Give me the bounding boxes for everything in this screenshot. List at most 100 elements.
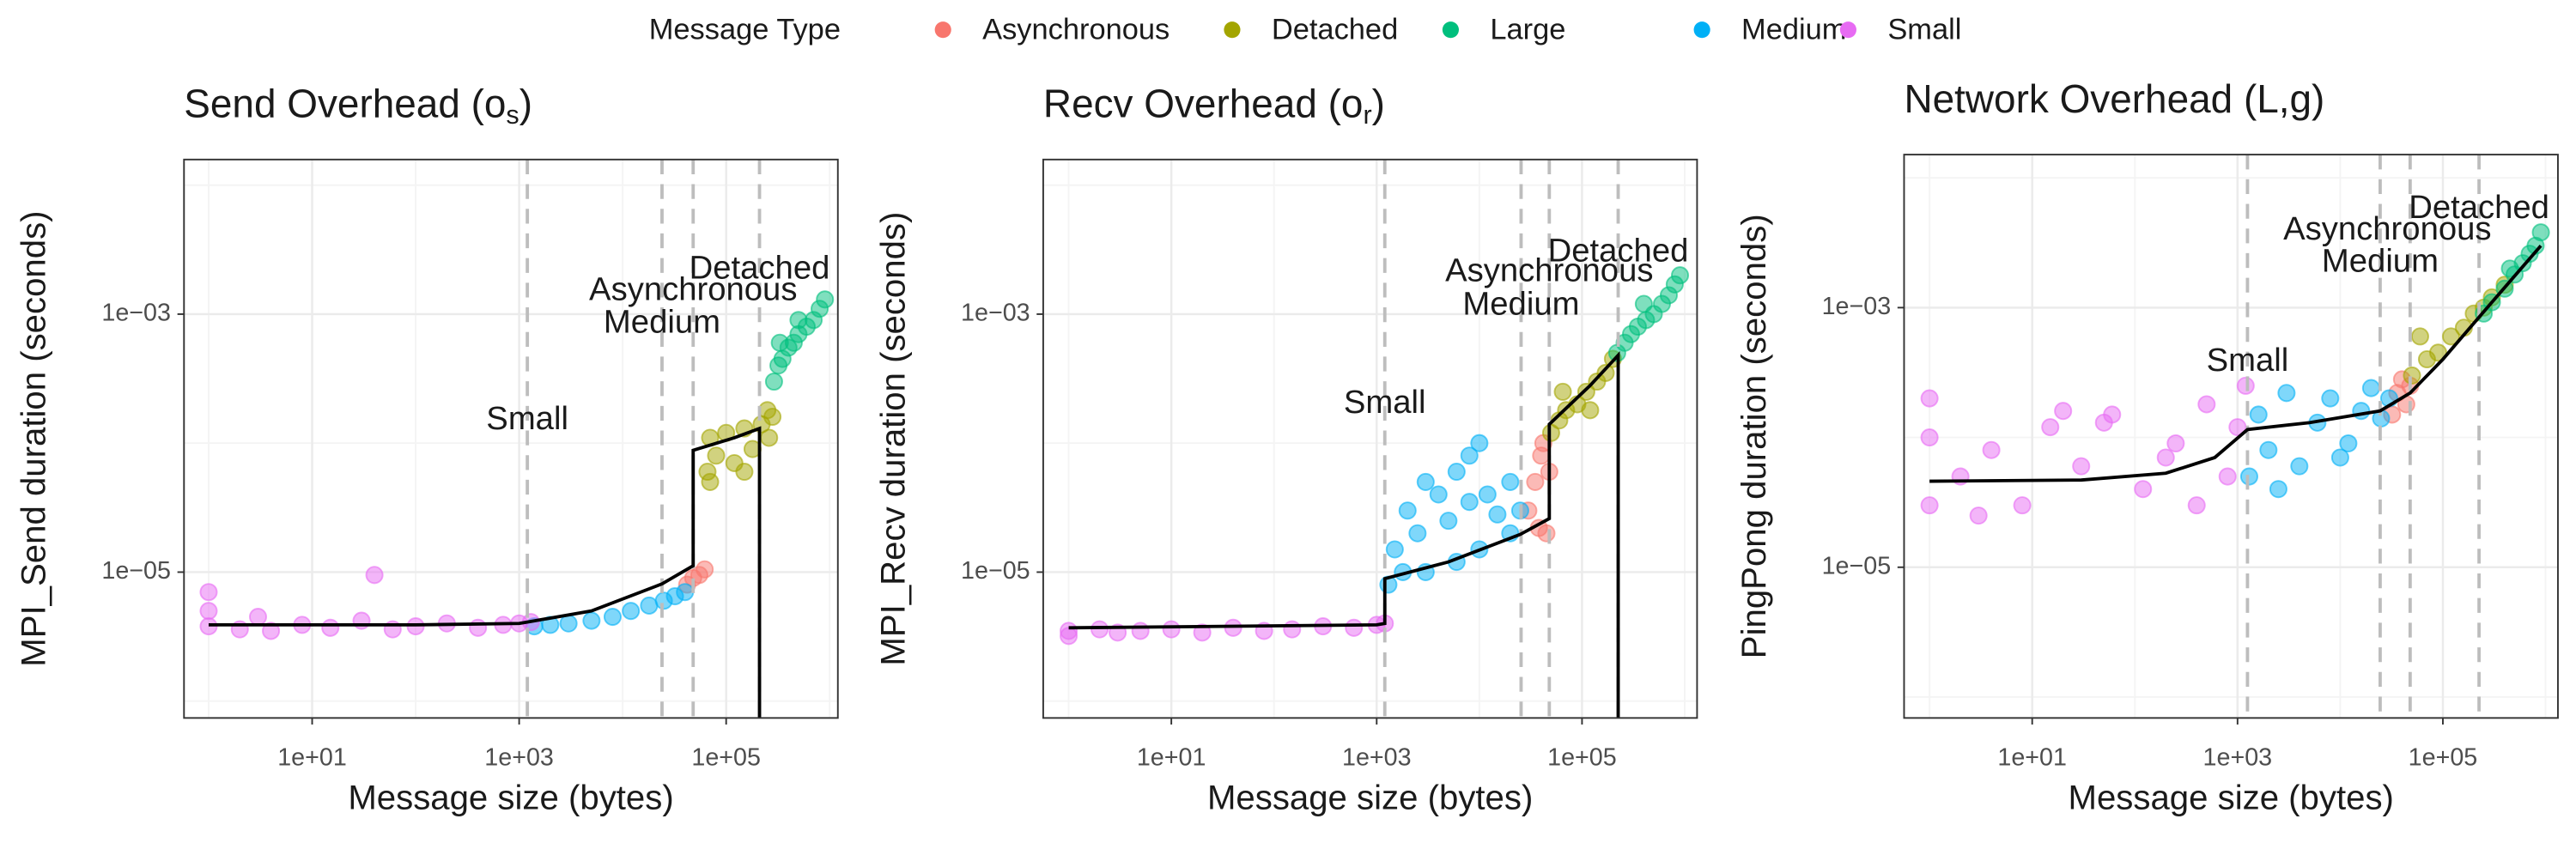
y-tick-label: 1e−05 bbox=[961, 557, 1030, 585]
legend-label: Large bbox=[1490, 14, 1565, 46]
x-axis-label: Message size (bytes) bbox=[1207, 779, 1533, 817]
point bbox=[676, 583, 695, 602]
y-axis-label: MPI_Recv duration (seconds) bbox=[873, 212, 912, 666]
point bbox=[1398, 501, 1417, 520]
point bbox=[2403, 366, 2421, 385]
point bbox=[2239, 467, 2258, 486]
point bbox=[1470, 434, 1489, 452]
point bbox=[2500, 259, 2519, 278]
annotation: Small bbox=[1344, 384, 1426, 421]
legend-key bbox=[934, 21, 951, 39]
annotation: Asynchronous bbox=[589, 271, 797, 308]
point bbox=[735, 463, 754, 482]
legend-key bbox=[1693, 21, 1710, 39]
point bbox=[640, 596, 659, 615]
point bbox=[248, 608, 268, 627]
point bbox=[1385, 540, 1404, 559]
point bbox=[2249, 405, 2268, 424]
point bbox=[758, 401, 777, 420]
annotation: Detached bbox=[690, 250, 830, 287]
title-subscript: r bbox=[1363, 100, 1371, 130]
x-tick-label: 1e+03 bbox=[484, 744, 554, 772]
annotation: Small bbox=[486, 400, 568, 437]
x-tick-label: 1e+05 bbox=[691, 744, 761, 772]
annotation: Medium bbox=[2322, 243, 2439, 280]
point bbox=[1460, 446, 1479, 465]
plot-background bbox=[1904, 155, 2558, 719]
title-subscript: s bbox=[506, 100, 519, 130]
point bbox=[2441, 327, 2460, 346]
point bbox=[321, 618, 340, 637]
x-tick-label: 1e+05 bbox=[2409, 744, 2478, 772]
point bbox=[1670, 266, 1690, 285]
point bbox=[1634, 294, 1653, 313]
fit-line bbox=[208, 426, 762, 719]
panel-title: Send Overhead (os) bbox=[184, 82, 532, 130]
x-tick-label: 1e+05 bbox=[1547, 744, 1617, 772]
point bbox=[1553, 382, 1572, 401]
y-axis-label: PingPong duration (seconds) bbox=[1735, 214, 1773, 658]
point bbox=[1920, 389, 1939, 408]
point bbox=[1416, 472, 1435, 491]
annotation: Asynchronous bbox=[2283, 210, 2491, 247]
point bbox=[2187, 496, 2206, 515]
title-text: ) bbox=[1372, 82, 1385, 126]
point bbox=[1460, 493, 1479, 512]
point bbox=[2013, 496, 2032, 515]
point bbox=[622, 602, 641, 621]
y-tick-label: 1e−03 bbox=[1822, 293, 1892, 320]
point bbox=[2041, 418, 2060, 437]
point bbox=[603, 608, 622, 627]
legend-label: Small bbox=[1887, 14, 1961, 46]
y-tick-label: 1e−03 bbox=[101, 300, 171, 327]
point bbox=[707, 446, 726, 465]
point bbox=[1920, 428, 1939, 447]
y-tick-label: 1e−05 bbox=[1822, 552, 1892, 579]
point bbox=[1501, 472, 1520, 491]
plot-border bbox=[1903, 154, 2559, 719]
point bbox=[1193, 623, 1212, 642]
legend-label: Asynchronous bbox=[982, 14, 1170, 46]
x-axis-label: Message size (bytes) bbox=[348, 779, 673, 817]
point bbox=[1060, 627, 1078, 646]
point bbox=[2330, 448, 2349, 467]
point bbox=[582, 611, 601, 630]
title-text: Network Overhead (L,g) bbox=[1904, 76, 2324, 121]
point bbox=[2236, 376, 2255, 395]
point bbox=[1581, 401, 1600, 420]
point bbox=[365, 566, 384, 585]
panel-title: Recv Overhead (or) bbox=[1043, 82, 1385, 130]
title-text: ) bbox=[519, 82, 532, 126]
point bbox=[262, 622, 281, 640]
panel: 1e+01 1e+03 1e+05 1e−05 1e−03 Small MediumAsyn… bbox=[15, 82, 839, 817]
point bbox=[2321, 389, 2340, 408]
title-text: Send Overhead (o bbox=[184, 82, 506, 126]
point bbox=[2361, 379, 2380, 397]
y-axis-label: MPI_Send duration (seconds) bbox=[15, 210, 53, 666]
x-tick-label: 1e+01 bbox=[277, 744, 347, 772]
annotation: Medium bbox=[604, 303, 720, 340]
title-text: Recv Overhead (o bbox=[1043, 82, 1364, 126]
point bbox=[2290, 457, 2309, 476]
point bbox=[1131, 622, 1150, 640]
point bbox=[2531, 223, 2550, 242]
point bbox=[559, 614, 578, 633]
point bbox=[1488, 505, 1507, 524]
point bbox=[1526, 472, 1545, 491]
point bbox=[199, 583, 218, 602]
point bbox=[2166, 434, 2185, 453]
annotation: Medium bbox=[1462, 285, 1579, 322]
point bbox=[1283, 620, 1302, 639]
fit-line bbox=[1068, 350, 1620, 719]
point bbox=[2277, 384, 2296, 403]
point bbox=[789, 311, 808, 330]
point bbox=[2218, 467, 2237, 486]
legend: Message Type Asynchronous Detached Large Med… bbox=[649, 14, 1962, 46]
point bbox=[1969, 506, 1988, 525]
y-tick-label: 1e−03 bbox=[961, 300, 1030, 327]
x-tick-label: 1e+01 bbox=[1997, 744, 2067, 772]
point bbox=[2259, 440, 2278, 459]
annotation: Asynchronous bbox=[1445, 252, 1653, 289]
x-tick-label: 1e+03 bbox=[2203, 744, 2273, 772]
